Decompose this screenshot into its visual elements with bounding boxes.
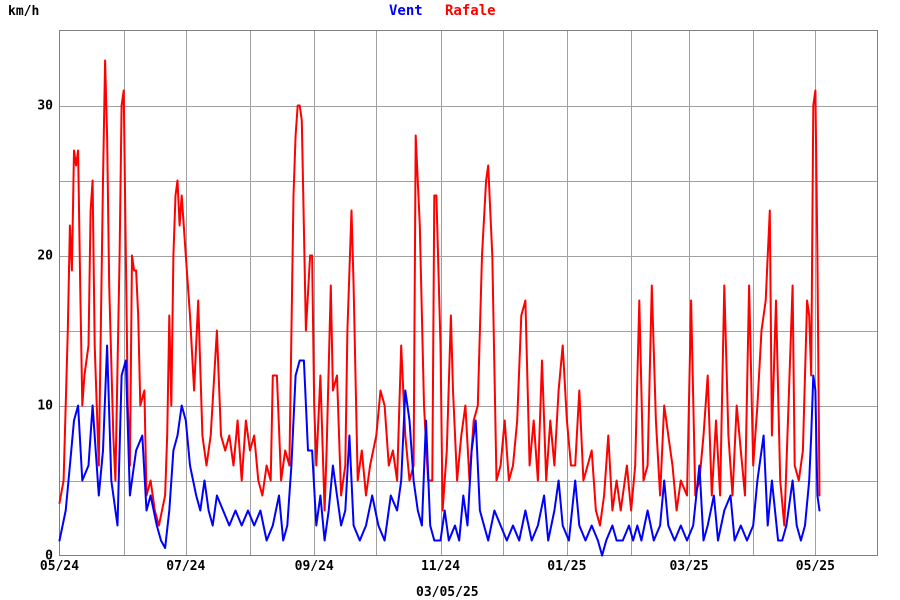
y-tick-label: 10 xyxy=(37,399,53,414)
gridlines xyxy=(59,30,878,556)
x-tick-label: 09/24 xyxy=(295,559,334,574)
series-line-rafale xyxy=(58,59,821,527)
x-tick-label: 07/24 xyxy=(166,559,205,574)
y-tick-label: 30 xyxy=(37,99,53,114)
current-date-label: 03/05/25 xyxy=(416,585,479,600)
x-tick-label: 01/25 xyxy=(547,559,586,574)
legend-vent: Vent xyxy=(389,3,423,19)
y-tick-labels: 0 10 20 30 xyxy=(37,99,53,564)
legend-rafale: Rafale xyxy=(445,3,496,19)
y-tick-label: 20 xyxy=(37,249,53,264)
x-tick-label: 03/25 xyxy=(669,559,708,574)
x-tick-labels: 05/24 07/24 09/24 11/24 01/25 03/25 05/25 xyxy=(40,559,835,574)
x-tick-label: 05/25 xyxy=(796,559,835,574)
plot-frame xyxy=(59,30,878,556)
x-tick-label: 05/24 xyxy=(40,559,79,574)
series-line-vent xyxy=(58,344,821,557)
y-tick-label: 0 xyxy=(45,549,53,564)
y-axis-unit-label: km/h xyxy=(8,4,39,19)
series-layer xyxy=(58,59,821,557)
x-tick-label: 11/24 xyxy=(421,559,460,574)
